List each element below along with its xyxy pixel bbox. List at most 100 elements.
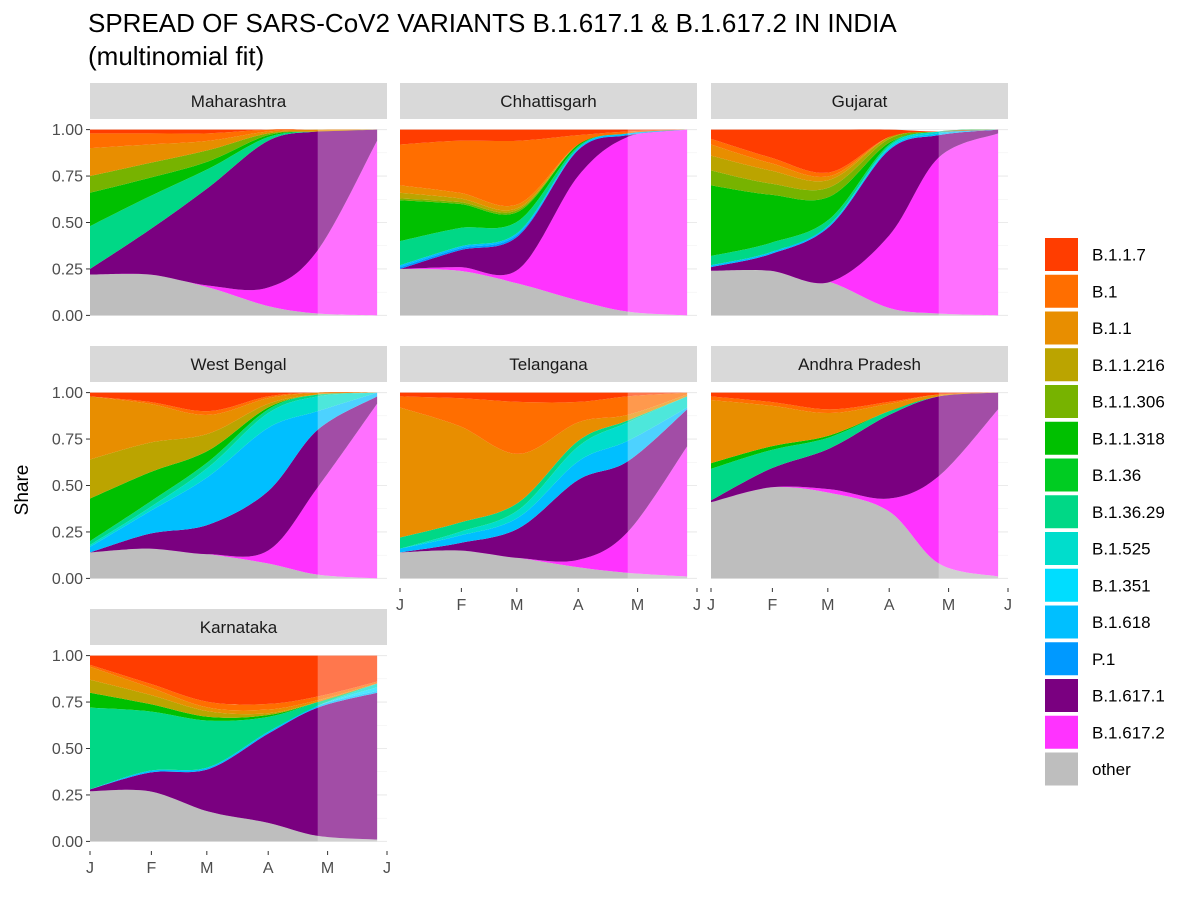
legend-item-b-1-1-306: B.1.1.306: [1045, 385, 1165, 418]
area-b-1-1-7: [711, 129, 999, 173]
x-tick-label: A: [884, 597, 895, 614]
facet-strip: [90, 83, 387, 119]
legend-item-p-1: P.1: [1045, 642, 1115, 676]
area-b-1-617-2: [400, 446, 688, 577]
area-b-1-618: [90, 690, 378, 790]
legend-item-b-1-618: B.1.618: [1045, 605, 1151, 639]
area-b-1-1: [90, 129, 378, 177]
projection-overlay: [627, 129, 688, 316]
x-tick-label: A: [573, 597, 584, 614]
legend-item-b-1-1-318: B.1.1.318: [1045, 421, 1165, 455]
y-tick-label: 0.50: [52, 478, 83, 495]
panel-karnataka: Karnataka 0.00 0.25 0.50 0.75 1.00 J F M A M J: [52, 609, 391, 877]
area-b-1-1: [711, 129, 999, 182]
area-b-1: [711, 129, 999, 177]
area-b-1-1-7: [400, 129, 688, 145]
legend-item-b-1-617-1: B.1.617.1: [1045, 679, 1165, 712]
area-other: [711, 269, 999, 316]
area-b-1-1-7: [90, 655, 378, 705]
facet-strip: [711, 83, 1008, 119]
x-tick-label: J: [707, 597, 715, 614]
legend-label: B.1.617.1: [1092, 687, 1165, 706]
projection-overlay: [317, 129, 378, 316]
legend-label: B.1.1.318: [1092, 429, 1165, 448]
area-other: [90, 273, 378, 316]
legend-label: B.1.1.7: [1092, 246, 1146, 265]
legend-swatch: [1045, 348, 1078, 382]
legend-label: B.1.36.29: [1092, 503, 1165, 522]
area-b-1-617-1: [711, 129, 999, 284]
area-b-1-617-1: [400, 129, 688, 276]
legend-label: B.1.617.2: [1092, 723, 1165, 742]
area-other: [711, 486, 999, 579]
y-tick-label: 0.25: [52, 787, 83, 804]
y-tick-label: 1.00: [52, 648, 83, 665]
legend-swatch: [1045, 385, 1078, 418]
legend-item-b-1-1-216: B.1.1.216: [1045, 348, 1165, 382]
facet-strip: [711, 346, 1008, 382]
legend-item-b-1-1-7: B.1.1.7: [1045, 238, 1146, 271]
projection-overlay: [317, 392, 378, 579]
legend-swatch: [1045, 495, 1078, 529]
facet-strip: [400, 83, 697, 119]
legend-swatch: [1045, 679, 1078, 712]
legend-item-b-1-351: B.1.351: [1045, 568, 1151, 602]
x-tick-label: M: [510, 597, 523, 614]
panel-telangana: Telangana J F M A M J: [396, 346, 701, 614]
area-b-1: [90, 129, 378, 149]
legend-swatch: [1045, 532, 1078, 565]
x-tick-label: J: [86, 860, 94, 877]
projection-overlay: [938, 129, 999, 316]
area-b-1-1-7: [90, 392, 378, 412]
x-tick-label: F: [456, 597, 466, 614]
x-tick-label: F: [767, 597, 777, 614]
legend-swatch: [1045, 274, 1078, 308]
area-b-1-618: [90, 392, 378, 553]
area-b-1-525: [400, 396, 688, 549]
projection-overlay: [317, 655, 378, 842]
legend-item-other: other: [1045, 752, 1131, 786]
legend-label: P.1: [1092, 650, 1115, 669]
x-tick-label: M: [631, 597, 644, 614]
area-b-1-1: [90, 666, 378, 715]
area-other: [90, 789, 378, 842]
area-other: [400, 268, 688, 316]
area-b-1-617-2: [90, 140, 378, 316]
x-tick-label: M: [321, 860, 334, 877]
area-b-1-617-1: [90, 129, 378, 291]
facet-strip-label: Telangana: [509, 355, 588, 374]
area-b-1-1-318: [400, 129, 688, 242]
area-b-1-617-2: [711, 133, 999, 316]
x-tick-label: M: [821, 597, 834, 614]
area-b-1-1-216: [711, 129, 999, 191]
facet-panels: Maharashtra 0.00 0.25 0.50 0.75 1.00 Chhattisg…: [52, 83, 1012, 877]
facet-strip-label: Maharashtra: [191, 92, 287, 111]
area-other: [90, 548, 378, 579]
y-tick-label: 0.75: [52, 432, 83, 449]
facet-strip: [400, 346, 697, 382]
x-tick-label: M: [942, 597, 955, 614]
legend-swatch: [1045, 752, 1078, 786]
x-tick-label: J: [383, 860, 391, 877]
legend-label: B.1.1.306: [1092, 393, 1165, 412]
legend-label: B.1.525: [1092, 540, 1151, 559]
legend-label: B.1.1: [1092, 319, 1132, 338]
legend-swatch: [1045, 715, 1078, 749]
y-tick-label: 0.00: [52, 571, 83, 588]
legend-item-b-1-36-29: B.1.36.29: [1045, 495, 1165, 529]
area-b-1-1: [400, 394, 688, 538]
area-b-1: [400, 392, 688, 454]
area-b-1-36-29: [711, 129, 999, 266]
area-b-1-617-2: [400, 129, 688, 316]
x-tick-label: J: [1004, 597, 1012, 614]
area-b-1-36-29: [400, 396, 688, 549]
legend-label: B.1.618: [1092, 613, 1151, 632]
y-axis-title: Share: [12, 465, 33, 516]
panel-maharashtra: Maharashtra 0.00 0.25 0.50 0.75 1.00: [52, 83, 387, 325]
y-tick-label: 0.75: [52, 695, 83, 712]
area-b-1-1-318: [90, 683, 378, 721]
y-tick-label: 0.00: [52, 834, 83, 851]
area-b-1-617-1: [400, 409, 688, 562]
area-b-1-36-29: [400, 129, 688, 266]
